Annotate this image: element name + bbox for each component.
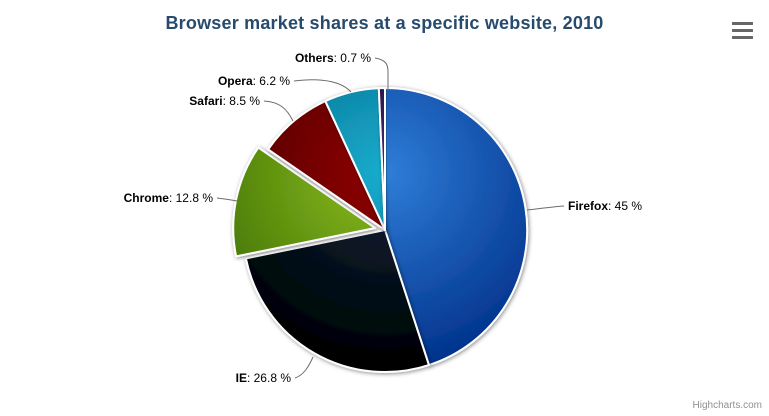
pie-data-label-firefox: Firefox: 45 %: [568, 199, 642, 213]
credits-link[interactable]: Highcharts.com: [692, 400, 762, 411]
label-connector: [526, 205, 565, 211]
label-connectors: [216, 57, 565, 379]
pie-slice-others[interactable]: [377, 86, 386, 231]
pie-data-label-others: Others: 0.7 %: [295, 51, 371, 65]
hamburger-menu-icon: [732, 22, 753, 25]
label-connector: [374, 57, 389, 90]
pie-slice-ie[interactable]: [244, 229, 430, 374]
hamburger-menu-icon: [732, 36, 753, 39]
hamburger-menu-icon: [732, 29, 753, 32]
context-menu-button[interactable]: [732, 22, 753, 39]
pie-data-label-chrome: Chrome: 12.8 %: [124, 191, 214, 205]
label-connector: [293, 79, 352, 93]
pie-data-label-ie: IE: 26.8 %: [236, 371, 292, 385]
label-connector: [216, 197, 238, 202]
pie-slice-firefox[interactable]: [384, 87, 529, 367]
pie-data-label-safari: Safari: 8.5 %: [189, 94, 260, 108]
label-connector: [263, 100, 294, 122]
label-connector: [294, 356, 314, 379]
pie-data-label-opera: Opera: 6.2 %: [218, 74, 290, 88]
pie-slice-chrome[interactable]: [232, 146, 377, 258]
chart-title: Browser market shares at a specific webs…: [165, 13, 604, 33]
data-labels: Firefox: 45 % IE: 26.8 % Chrome: 12.8 % Saf…: [124, 51, 643, 385]
pie-series: [232, 86, 529, 374]
